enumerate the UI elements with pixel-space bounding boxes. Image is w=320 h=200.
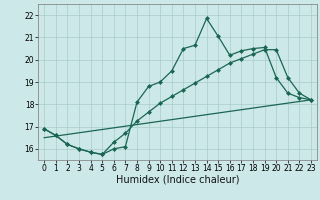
X-axis label: Humidex (Indice chaleur): Humidex (Indice chaleur) (116, 175, 239, 185)
